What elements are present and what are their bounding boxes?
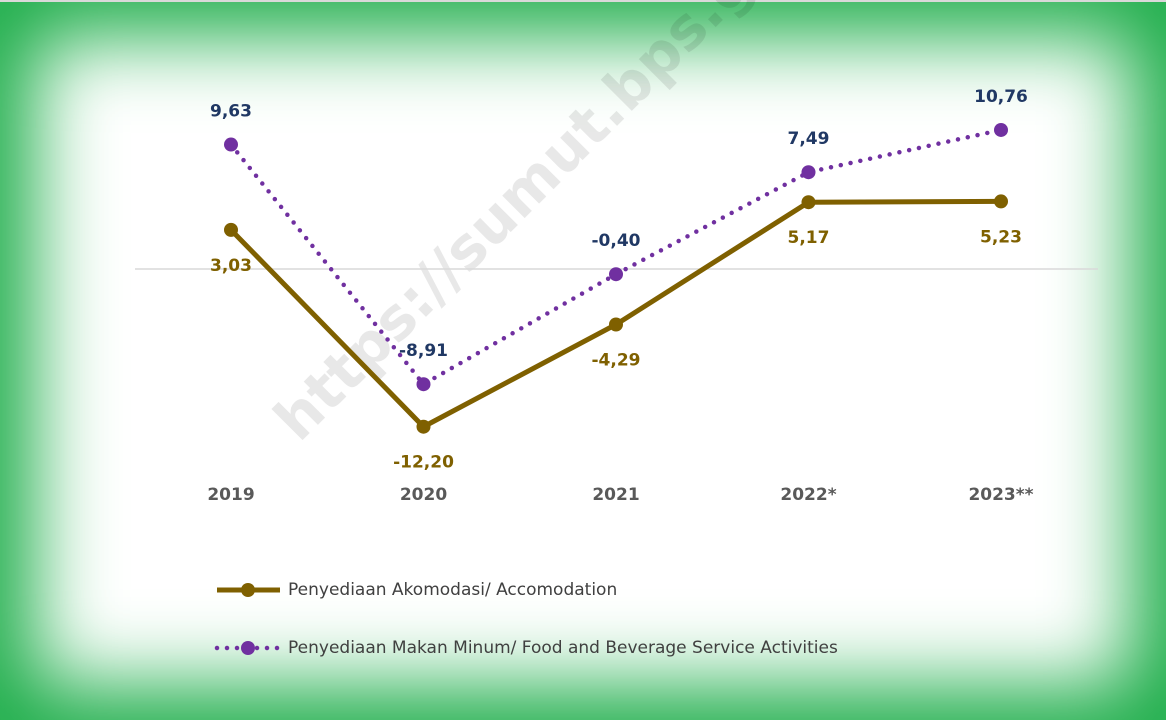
- data-label: 7,49: [788, 129, 830, 149]
- point: [224, 222, 238, 237]
- point: [416, 419, 431, 434]
- x-tick-label: 2022*: [780, 485, 836, 505]
- point: [609, 267, 623, 282]
- x-tick-label: 2019: [207, 485, 254, 505]
- legend-marker: [241, 583, 255, 597]
- x-tick-label: 2020: [400, 485, 447, 505]
- data-label: 3,03: [210, 256, 252, 276]
- legend-label: Penyediaan Makan Minum/ Food and Beverag…: [288, 638, 838, 658]
- point: [801, 165, 816, 180]
- point: [609, 317, 623, 332]
- point: [416, 377, 431, 392]
- x-tick-label: 2021: [592, 485, 639, 505]
- data-label: -8,91: [399, 341, 448, 361]
- point: [994, 194, 1008, 209]
- data-label: 10,76: [974, 87, 1028, 107]
- x-tick-label: 2023**: [968, 485, 1033, 505]
- watermark: https://sumut.bps.go.id: [261, 0, 854, 454]
- data-label: 9,63: [210, 102, 252, 122]
- point: [801, 195, 816, 210]
- point: [224, 137, 238, 152]
- data-label: -0,40: [592, 231, 641, 251]
- data-label: -4,29: [592, 350, 641, 370]
- data-label: -12,20: [393, 453, 454, 473]
- legend-marker: [241, 641, 255, 655]
- legend-label: Penyediaan Akomodasi/ Accomodation: [288, 580, 617, 600]
- point: [994, 122, 1008, 137]
- data-label: 5,17: [788, 228, 830, 248]
- data-label: 5,23: [980, 227, 1022, 247]
